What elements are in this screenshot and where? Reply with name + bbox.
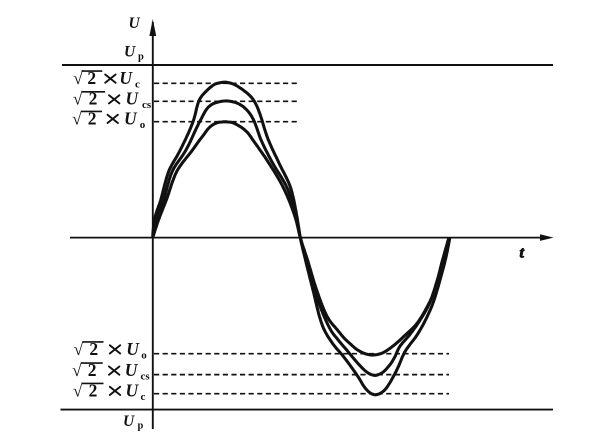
svg-text:2: 2 [89, 339, 98, 359]
svg-text:p: p [138, 51, 144, 62]
svg-text:U: U [123, 413, 135, 430]
svg-text:cs: cs [142, 99, 152, 111]
svg-text:c: c [141, 391, 146, 403]
svg-text:√: √ [72, 360, 82, 380]
svg-text:U: U [126, 380, 140, 400]
svg-text:cs: cs [141, 371, 151, 383]
svg-text:√: √ [73, 89, 83, 109]
svg-text:o: o [141, 349, 147, 361]
svg-text:U: U [129, 15, 141, 32]
svg-text:U: U [126, 89, 140, 109]
svg-text:U: U [125, 360, 139, 380]
svg-text:√: √ [74, 339, 84, 359]
svg-text:2: 2 [89, 89, 98, 109]
svg-text:√: √ [73, 68, 83, 88]
svg-text:U: U [119, 68, 133, 88]
svg-text:U: U [124, 44, 136, 61]
svg-text:2: 2 [87, 68, 96, 88]
svg-text:√: √ [73, 380, 83, 400]
svg-text:2: 2 [89, 380, 98, 400]
svg-text:√: √ [72, 108, 82, 128]
svg-text:U: U [124, 108, 138, 128]
svg-text:2: 2 [88, 108, 97, 128]
svg-text:t: t [520, 245, 525, 262]
svg-text:c: c [135, 79, 140, 91]
svg-text:o: o [140, 119, 146, 131]
svg-text:2: 2 [88, 360, 97, 380]
svg-text:U: U [126, 339, 140, 359]
svg-text:p: p [138, 421, 144, 432]
